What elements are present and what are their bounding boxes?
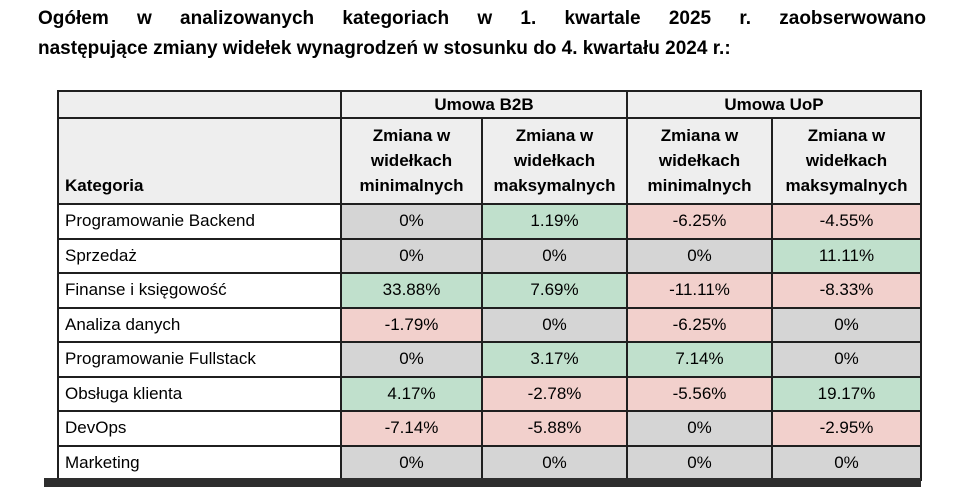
value-cell: 1.19% (481, 203, 628, 240)
value-cell: 0% (481, 444, 628, 481)
table-row: Programowanie Backend 0% 1.19% -6.25% -4.55% (57, 203, 922, 240)
salary-change-table: Umowa B2B Umowa UoP Kategoria Zmiana w w… (57, 90, 922, 481)
category-cell: Sprzedaż (57, 237, 342, 274)
table-body: Programowanie Backend 0% 1.19% -6.25% -4.55%… (57, 203, 922, 481)
value-cell: 33.88% (340, 272, 483, 309)
value-cell: 19.17% (771, 375, 922, 412)
table-row: Analiza danych -1.79% 0% -6.25% 0% (57, 306, 922, 343)
value-cell: -11.11% (626, 272, 773, 309)
group-header-row: Umowa B2B Umowa UoP (57, 90, 922, 119)
category-cell: DevOps (57, 410, 342, 447)
value-cell: 7.14% (626, 341, 773, 378)
value-cell: -2.95% (771, 410, 922, 447)
column-header-row: Kategoria Zmiana w widełkach minimalnych… (57, 117, 922, 205)
column-header-b2b-min: Zmiana w widełkach minimalnych (340, 117, 483, 205)
value-cell: 7.69% (481, 272, 628, 309)
value-cell: -5.88% (481, 410, 628, 447)
category-cell: Programowanie Backend (57, 203, 342, 240)
value-cell: -6.25% (626, 203, 773, 240)
value-cell: 3.17% (481, 341, 628, 378)
page-title: Ogółem w analizowanych kategoriach w 1. … (38, 4, 926, 64)
value-cell: -1.79% (340, 306, 483, 343)
table-row: Marketing 0% 0% 0% 0% (57, 444, 922, 481)
value-cell: 11.11% (771, 237, 922, 274)
page-title-line2: następujące zmiany widełek wynagrodzeń w… (38, 38, 731, 59)
value-cell: 0% (771, 341, 922, 378)
value-cell: 0% (340, 341, 483, 378)
value-cell: 0% (481, 306, 628, 343)
group-header-umowa-uop: Umowa UoP (626, 90, 922, 119)
value-cell: -6.25% (626, 306, 773, 343)
page-title-line1: Ogółem w analizowanych kategoriach w 1. … (38, 8, 926, 29)
value-cell: 0% (626, 237, 773, 274)
value-cell: 0% (340, 237, 483, 274)
value-cell: 0% (771, 444, 922, 481)
table-row: Obsługa klienta 4.17% -2.78% -5.56% 19.17% (57, 375, 922, 412)
column-header-b2b-max: Zmiana w widełkach maksymalnych (481, 117, 628, 205)
value-cell: -8.33% (771, 272, 922, 309)
column-header-uop-min: Zmiana w widełkach minimalnych (626, 117, 773, 205)
value-cell: -7.14% (340, 410, 483, 447)
category-cell: Marketing (57, 444, 342, 481)
corner-empty-cell (57, 90, 342, 119)
value-cell: 0% (771, 306, 922, 343)
column-header-kategoria: Kategoria (57, 117, 342, 205)
value-cell: -2.78% (481, 375, 628, 412)
value-cell: 0% (626, 444, 773, 481)
value-cell: -4.55% (771, 203, 922, 240)
category-cell: Analiza danych (57, 306, 342, 343)
value-cell: 0% (626, 410, 773, 447)
table-row: DevOps -7.14% -5.88% 0% -2.95% (57, 410, 922, 447)
category-cell: Finanse i księgowość (57, 272, 342, 309)
group-header-umowa-b2b: Umowa B2B (340, 90, 628, 119)
value-cell: -5.56% (626, 375, 773, 412)
category-cell: Obsługa klienta (57, 375, 342, 412)
column-header-uop-max: Zmiana w widełkach maksymalnych (771, 117, 922, 205)
value-cell: 0% (340, 203, 483, 240)
value-cell: 4.17% (340, 375, 483, 412)
table-row: Finanse i księgowość 33.88% 7.69% -11.11% -8… (57, 272, 922, 309)
value-cell: 0% (481, 237, 628, 274)
table-row: Sprzedaż 0% 0% 0% 11.11% (57, 237, 922, 274)
value-cell: 0% (340, 444, 483, 481)
cropped-next-element-bar (44, 478, 921, 487)
table-row: Programowanie Fullstack 0% 3.17% 7.14% 0% (57, 341, 922, 378)
category-cell: Programowanie Fullstack (57, 341, 342, 378)
